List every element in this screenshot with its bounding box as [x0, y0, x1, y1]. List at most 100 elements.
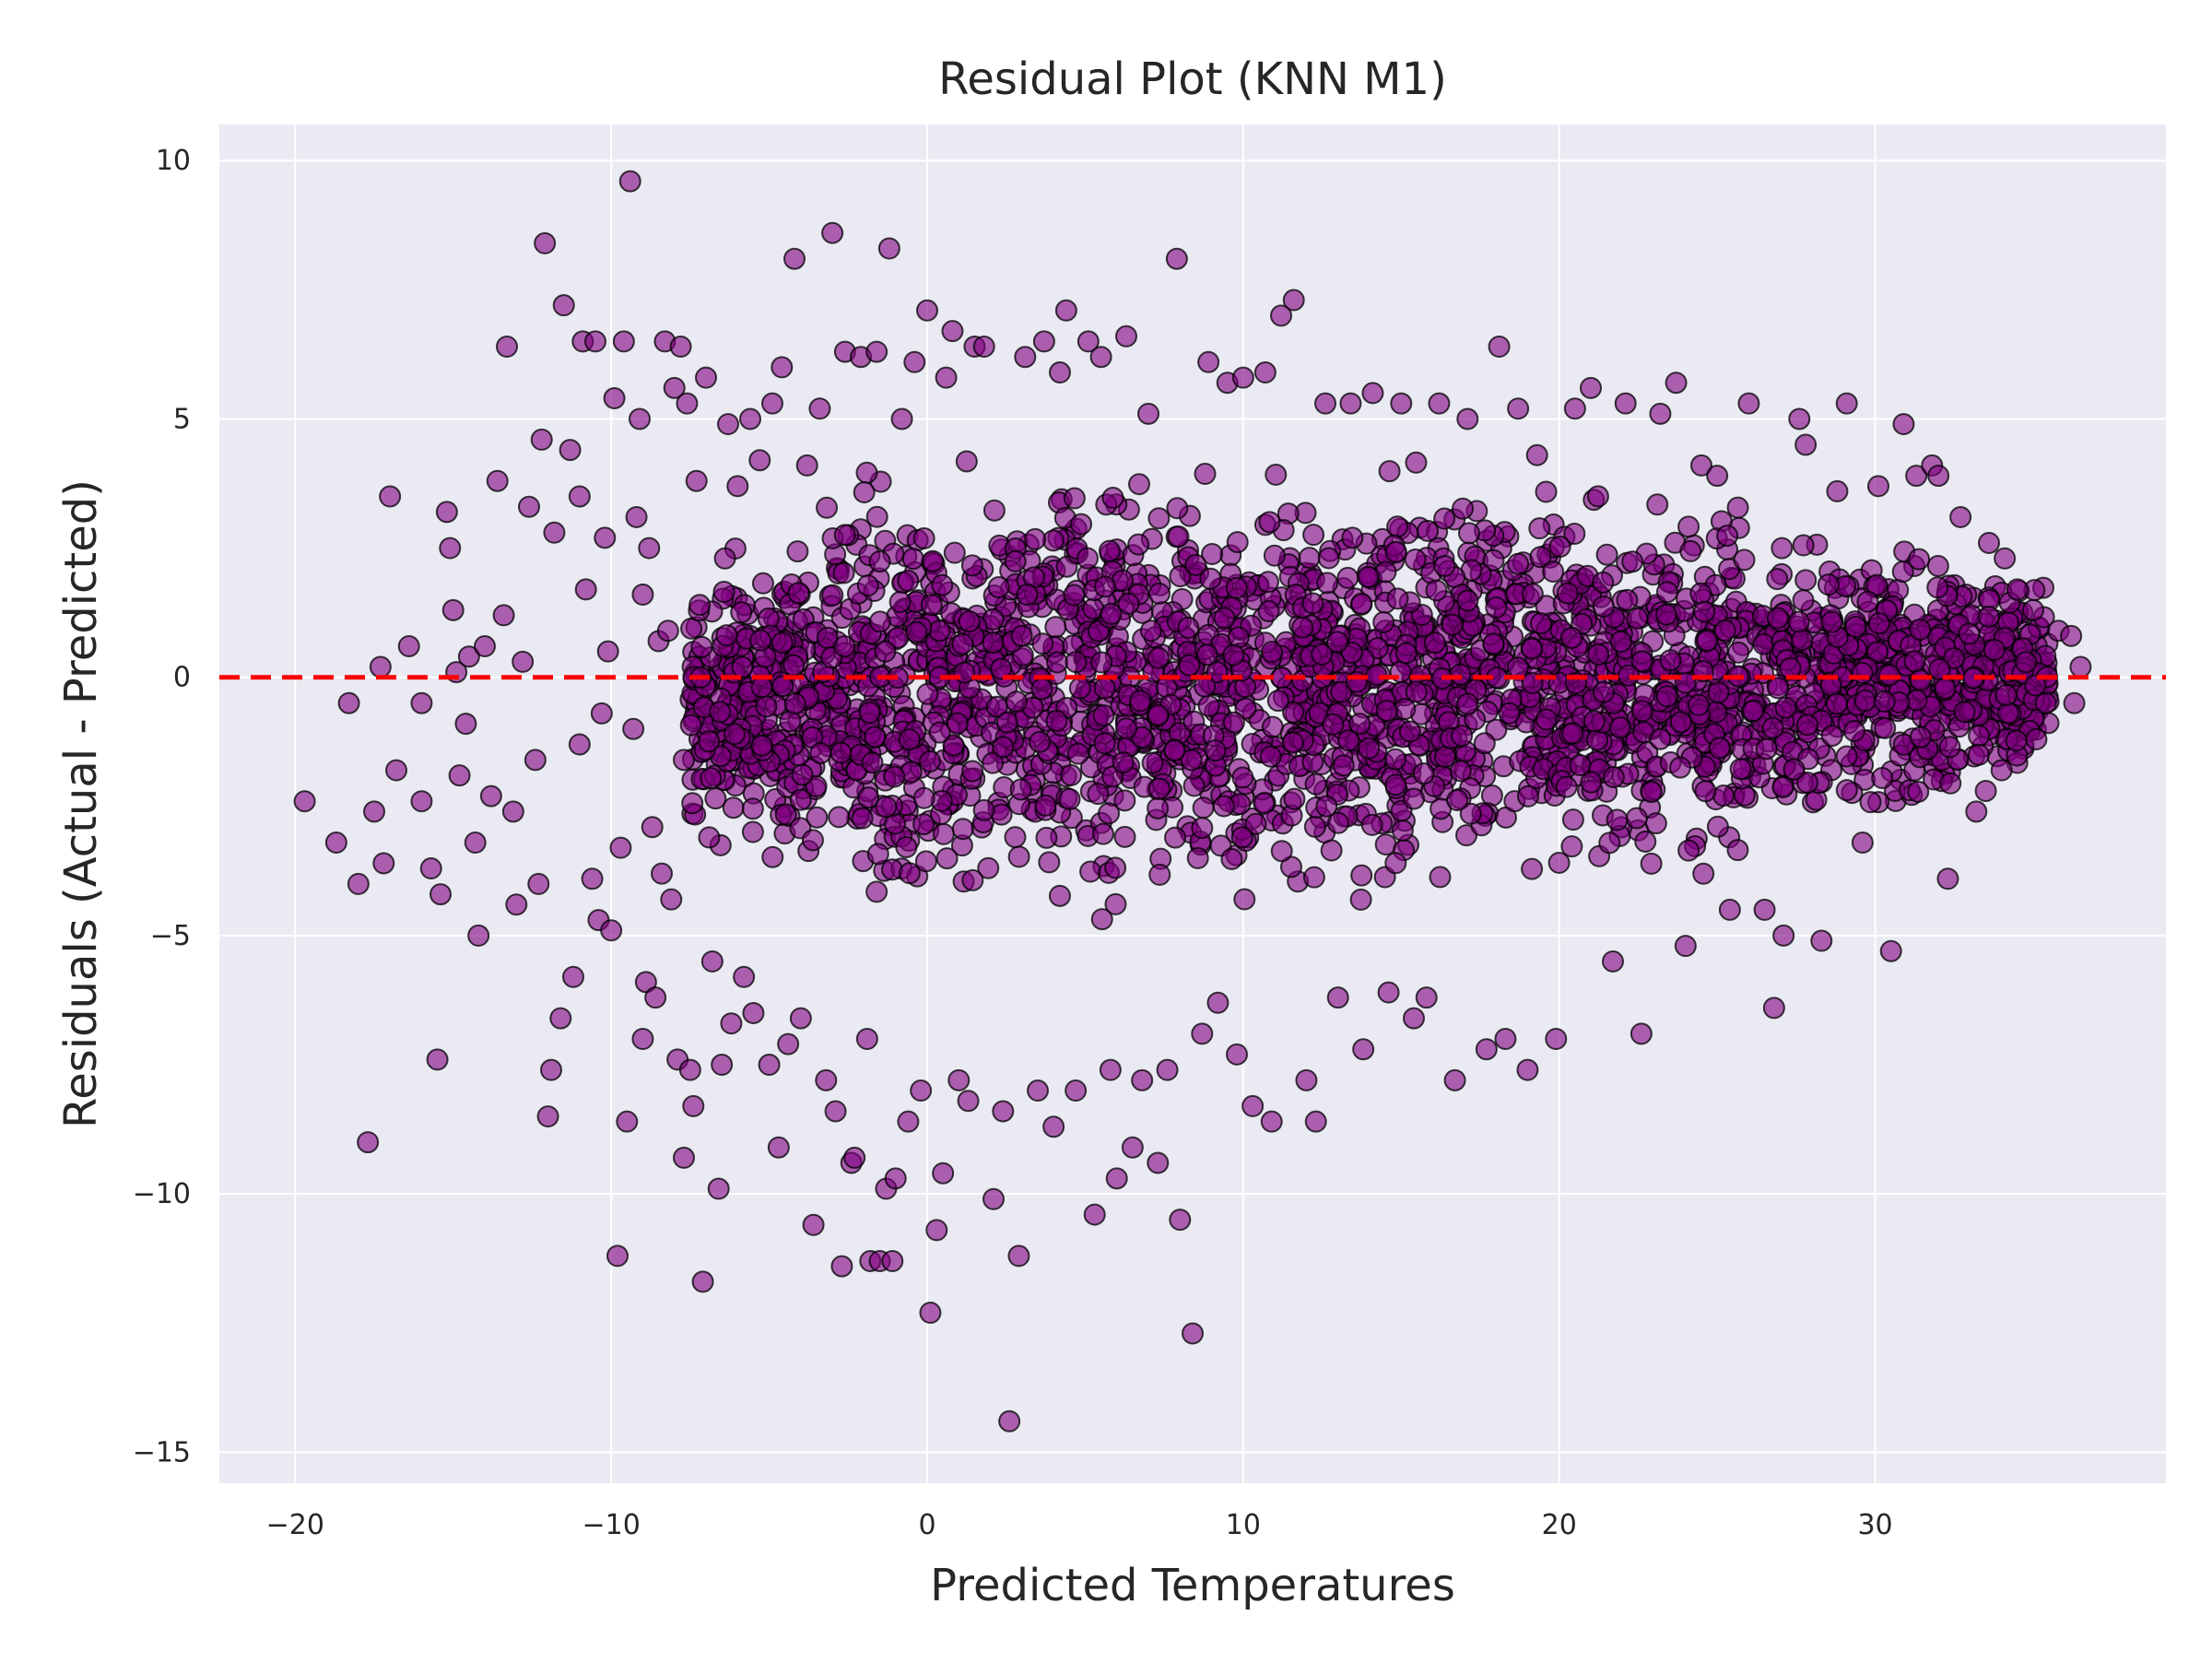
- scatter-point: [357, 1131, 380, 1154]
- scatter-point: [1649, 727, 1672, 750]
- scatter-point: [1098, 802, 1121, 825]
- scatter-point: [1105, 1167, 1128, 1190]
- scatter-point: [755, 695, 778, 718]
- scatter-point: [992, 736, 1015, 759]
- scatter-point: [1871, 767, 1894, 790]
- scatter-point: [920, 594, 943, 617]
- scatter-point: [786, 540, 809, 563]
- scatter-point: [1384, 773, 1407, 796]
- scatter-point: [777, 1032, 800, 1056]
- scatter-point: [951, 632, 974, 655]
- scatter-point: [1761, 716, 1784, 739]
- scatter-point: [925, 1219, 948, 1242]
- scatter-point: [625, 505, 648, 528]
- scatter-point: [865, 505, 888, 528]
- scatter-point: [815, 1068, 838, 1091]
- scatter-point: [1301, 592, 1324, 615]
- scatter-point: [1908, 548, 1931, 571]
- scatter-point: [1563, 523, 1586, 546]
- scatter-point: [1602, 949, 1624, 973]
- scatter-point: [1774, 696, 1797, 719]
- scatter-point: [932, 1162, 955, 1185]
- scatter-point: [524, 749, 547, 772]
- scatter-point: [1164, 826, 1187, 849]
- scatter-point: [731, 655, 754, 678]
- scatter-point: [1879, 939, 1902, 962]
- scatter-point: [833, 524, 856, 547]
- scatter-point: [1825, 692, 1848, 715]
- scatter-point: [1115, 717, 1138, 740]
- scatter-point: [897, 570, 920, 593]
- scatter-point: [1792, 589, 1815, 612]
- scatter-point: [678, 1058, 701, 1081]
- scatter-point: [1386, 587, 1409, 610]
- scatter-point: [618, 170, 641, 193]
- scatter-point: [2069, 655, 2092, 678]
- scatter-point: [1034, 794, 1057, 817]
- scatter-point: [953, 661, 976, 684]
- scatter-point: [1093, 732, 1116, 755]
- scatter-point: [1456, 407, 1479, 430]
- scatter-point: [1291, 616, 1314, 639]
- scatter-point: [1965, 800, 1988, 823]
- scatter-point: [774, 803, 797, 826]
- scatter-point: [1516, 784, 1539, 808]
- scatter-point: [1065, 1079, 1088, 1103]
- scatter-point: [1191, 817, 1214, 840]
- scatter-point: [1087, 783, 1110, 806]
- scatter-point: [496, 335, 518, 358]
- scatter-point: [1521, 583, 1544, 606]
- scatter-point: [1867, 475, 1889, 498]
- scatter-point: [1693, 600, 1716, 623]
- scatter-point: [1521, 857, 1544, 880]
- scatter-point: [771, 631, 794, 655]
- scatter-point: [960, 554, 983, 577]
- scatter-point: [1178, 654, 1201, 677]
- scatter-point: [1092, 704, 1115, 727]
- scatter-point: [1058, 787, 1081, 810]
- scatter-point: [912, 526, 935, 549]
- scatter-point: [1014, 346, 1037, 369]
- scatter-point: [1295, 1068, 1318, 1091]
- plot-background: [219, 124, 2166, 1483]
- scatter-point: [961, 868, 984, 891]
- scatter-point: [1640, 781, 1663, 804]
- scatter-point: [1665, 372, 1688, 395]
- scatter-point: [1169, 1209, 1192, 1232]
- scatter-point: [1350, 592, 1373, 615]
- scatter-point: [1428, 392, 1451, 415]
- scatter-point: [1182, 1322, 1204, 1345]
- scatter-point: [830, 741, 853, 764]
- y-tick-label: 5: [173, 403, 191, 435]
- scatter-point: [1867, 612, 1890, 635]
- scatter-point: [1766, 568, 1789, 591]
- scatter-point: [1259, 745, 1282, 768]
- scatter-point: [1127, 533, 1150, 556]
- scatter-point: [918, 750, 941, 773]
- scatter-point: [883, 765, 906, 788]
- scatter-point: [1729, 758, 1752, 781]
- scatter-point: [474, 635, 496, 658]
- y-tick-label: 10: [156, 145, 191, 177]
- scatter-point: [806, 806, 829, 829]
- scatter-point: [1726, 496, 1749, 519]
- scatter-point: [741, 797, 764, 820]
- scatter-point: [982, 499, 1006, 522]
- scatter-point: [1939, 772, 1962, 795]
- scatter-point: [795, 454, 818, 477]
- scatter-point: [1455, 824, 1478, 847]
- scatter-point: [750, 734, 773, 757]
- scatter-point: [1384, 540, 1407, 563]
- x-tick-label: 0: [918, 1509, 935, 1541]
- scatter-point: [1433, 554, 1456, 577]
- scatter-point: [748, 449, 771, 472]
- scatter-point: [568, 733, 591, 756]
- scatter-point: [1127, 473, 1150, 496]
- scatter-point: [1100, 602, 1123, 625]
- scatter-point: [982, 1187, 1005, 1210]
- scatter-point: [1139, 619, 1162, 643]
- scatter-point: [1167, 525, 1190, 548]
- scatter-point: [1147, 796, 1170, 820]
- scatter-point: [895, 835, 918, 858]
- scatter-point: [1137, 402, 1159, 425]
